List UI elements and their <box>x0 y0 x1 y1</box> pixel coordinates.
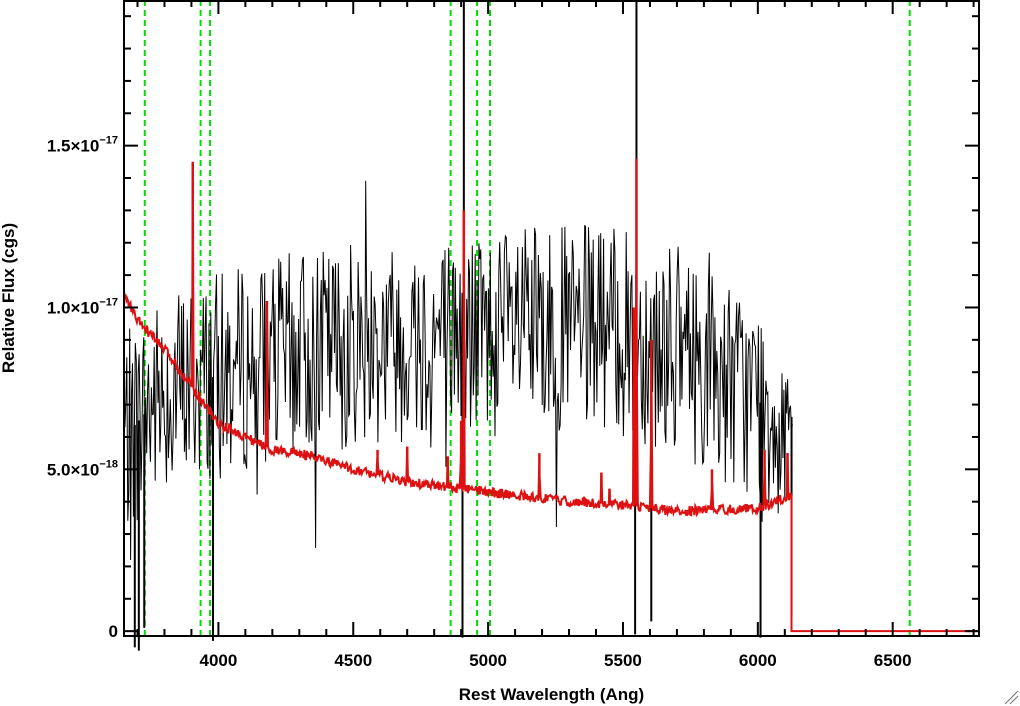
x-tick-label: 6500 <box>874 651 912 670</box>
x-tick-label: 4500 <box>334 651 372 670</box>
y-tick-label: 1.0×10−17 <box>47 296 118 317</box>
x-tick-label: 5000 <box>469 651 507 670</box>
plot-frame <box>123 0 980 637</box>
observed-spectrum-line <box>123 180 793 561</box>
axis-ticks <box>124 0 979 636</box>
x-tick-labels: 4000 4500 5000 5500 6000 6500 <box>199 651 911 670</box>
y-tick-label: 0 <box>109 622 118 641</box>
y-axis-title: Relative Flux (cgs) <box>0 223 18 373</box>
x-axis-title: Rest Wavelength (Ang) <box>459 685 644 704</box>
y-tick-label: 1.5×10−17 <box>47 135 118 156</box>
reference-lines <box>143 0 911 636</box>
y-tick-labels: 0 5.0×10−18 1.0×10−17 1.5×10−17 <box>47 135 118 641</box>
resize-grip-icon[interactable] <box>1004 690 1019 705</box>
x-tick-label: 6000 <box>739 651 777 670</box>
series-layer <box>123 0 979 651</box>
x-tick-label: 4000 <box>199 651 237 670</box>
model-spectrum-line <box>123 161 979 633</box>
x-tick-label: 5500 <box>604 651 642 670</box>
y-tick-label: 5.0×10−18 <box>47 458 118 479</box>
